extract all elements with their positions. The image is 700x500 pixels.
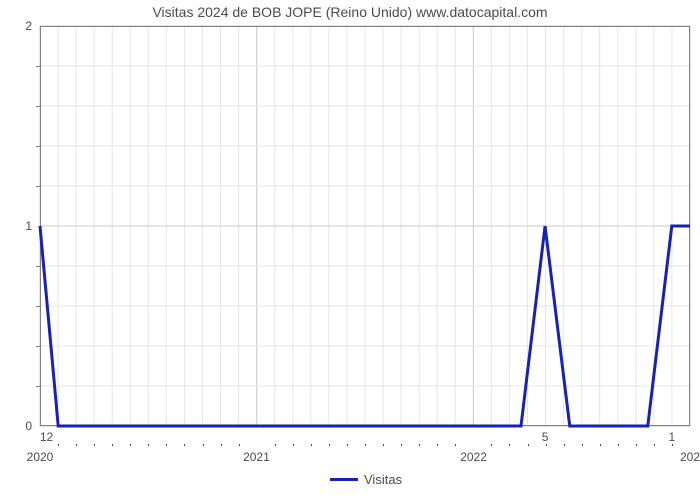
y-minor-tick bbox=[36, 146, 40, 147]
x-month-tick bbox=[311, 444, 312, 446]
x-month-tick bbox=[329, 444, 330, 446]
x-month-tick bbox=[148, 444, 149, 446]
plot-area bbox=[40, 26, 690, 426]
x-year-label: 2021 bbox=[243, 450, 270, 464]
legend: Visitas bbox=[330, 472, 402, 487]
y-minor-tick bbox=[36, 306, 40, 307]
x-month-tick bbox=[94, 444, 95, 446]
x-month-tick bbox=[112, 444, 113, 446]
chart-title: Visitas 2024 de BOB JOPE (Reino Unido) w… bbox=[0, 4, 700, 20]
y-tick-label: 0 bbox=[0, 419, 32, 433]
x-month-tick bbox=[365, 444, 366, 446]
x-month-tick bbox=[293, 444, 294, 446]
x-month-tick bbox=[546, 444, 547, 446]
x-month-tick bbox=[672, 444, 673, 446]
x-year-label: 2022 bbox=[460, 450, 487, 464]
y-minor-tick bbox=[36, 106, 40, 107]
x-month-tick bbox=[383, 444, 384, 446]
y-minor-tick bbox=[36, 266, 40, 267]
x-month-tick bbox=[654, 444, 655, 446]
x-month-tick bbox=[455, 444, 456, 446]
x-month-tick bbox=[239, 444, 240, 446]
data-value-label: 12 bbox=[40, 430, 53, 444]
chart-container: Visitas 2024 de BOB JOPE (Reino Unido) w… bbox=[0, 0, 700, 500]
x-month-tick bbox=[401, 444, 402, 446]
data-value-label: 5 bbox=[542, 430, 549, 444]
x-month-tick bbox=[636, 444, 637, 446]
x-month-tick bbox=[582, 444, 583, 446]
x-month-tick bbox=[528, 444, 529, 446]
x-month-tick bbox=[437, 444, 438, 446]
x-month-tick bbox=[347, 444, 348, 446]
y-minor-tick bbox=[36, 386, 40, 387]
plot-svg bbox=[40, 26, 690, 426]
y-minor-tick bbox=[36, 66, 40, 67]
y-tick-label: 2 bbox=[0, 19, 32, 33]
y-minor-tick bbox=[36, 346, 40, 347]
x-year-label: 202 bbox=[680, 450, 700, 464]
x-month-tick bbox=[419, 444, 420, 446]
x-month-tick bbox=[600, 444, 601, 446]
legend-label: Visitas bbox=[364, 472, 402, 487]
legend-line bbox=[330, 478, 358, 481]
x-month-tick bbox=[491, 444, 492, 446]
x-month-tick bbox=[76, 444, 77, 446]
x-month-tick bbox=[58, 444, 59, 446]
y-minor-tick bbox=[36, 186, 40, 187]
x-month-tick bbox=[221, 444, 222, 446]
x-month-tick bbox=[130, 444, 131, 446]
x-month-tick bbox=[275, 444, 276, 446]
x-month-tick bbox=[509, 444, 510, 446]
x-month-tick bbox=[184, 444, 185, 446]
data-value-label: 1 bbox=[668, 430, 675, 444]
y-tick-label: 1 bbox=[0, 219, 32, 233]
x-month-tick bbox=[564, 444, 565, 446]
x-month-tick bbox=[618, 444, 619, 446]
x-year-label: 2020 bbox=[27, 450, 54, 464]
x-month-tick bbox=[166, 444, 167, 446]
x-month-tick bbox=[203, 444, 204, 446]
